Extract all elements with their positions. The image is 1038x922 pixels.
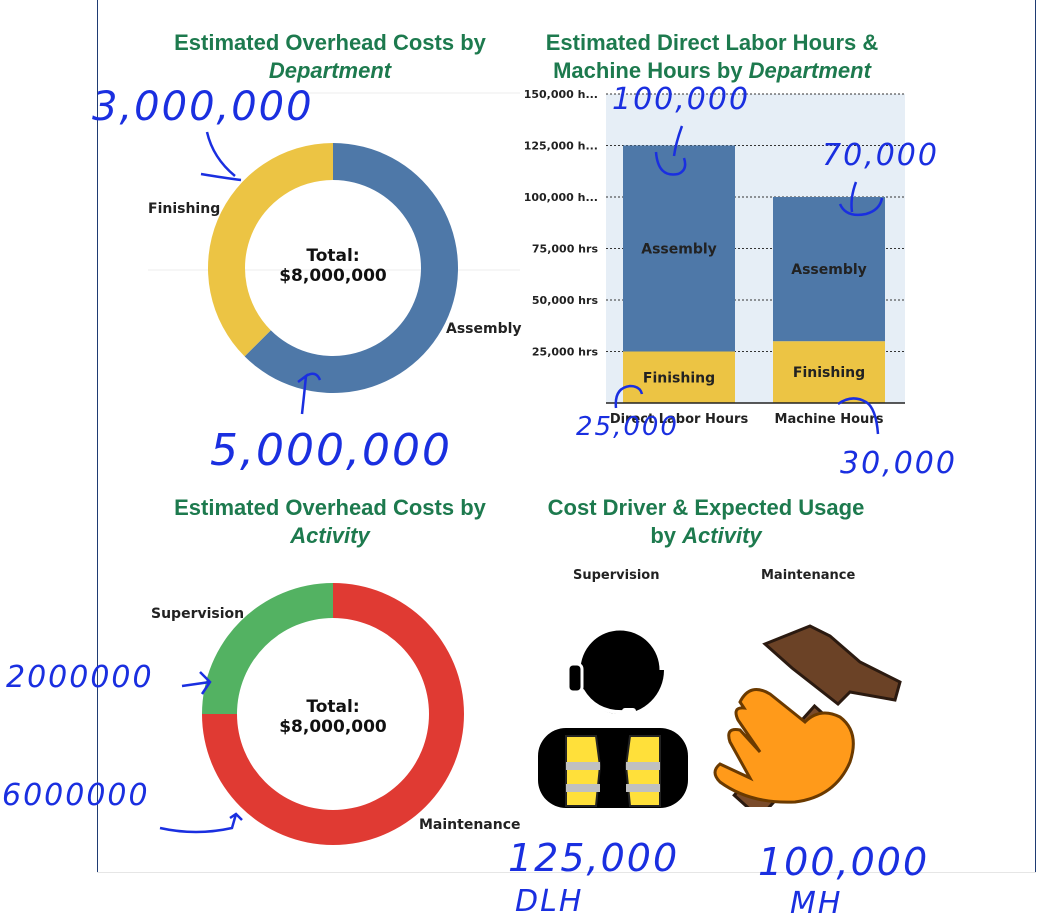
- bar-label-assembly: Assembly: [641, 242, 717, 258]
- annotation-activity-supervision: 2000000: [6, 660, 154, 695]
- dept-donut-total-value: $8,000,000: [279, 266, 387, 286]
- bar-segment-finishing: [623, 351, 735, 403]
- y-tick-label: 150,000 h...: [524, 88, 598, 101]
- annotation-dept-finishing: 3,000,000: [92, 84, 314, 130]
- x-tick-label: Machine Hours: [775, 412, 884, 427]
- activity-costs-title-line1: Estimated Overhead Costs by: [174, 495, 486, 520]
- driver-title-line2a: by: [650, 523, 683, 548]
- hours-title-line2a: Machine Hours by: [553, 58, 749, 83]
- annotation-arrow-dlh: [654, 125, 687, 176]
- activity-donut-slices: [202, 583, 464, 845]
- activity-costs-title-line2: Activity: [290, 523, 370, 548]
- dept-donut-slice-finishing: [208, 143, 333, 357]
- annotation-mh-total: 70,000: [822, 138, 939, 173]
- dept-donut-total-label: Total:: [306, 246, 360, 266]
- annotation-maintenance-unit: MH: [790, 886, 843, 921]
- frame-left-border: [97, 0, 98, 872]
- bar-label-finishing: Finishing: [643, 370, 715, 386]
- activity-donut-slice-supervision: [202, 583, 333, 714]
- hours-title-line1: Estimated Direct Labor Hours &: [545, 30, 879, 55]
- annotation-arrow-assembly: [297, 372, 322, 415]
- annotation-mh-finishing: 30,000: [840, 446, 957, 481]
- driver-label-maintenance: Maintenance: [761, 568, 856, 583]
- bar-segment-assembly: [773, 197, 885, 342]
- y-tick-label: 25,000 hrs: [532, 346, 599, 359]
- driver-label-supervision: Supervision: [573, 568, 660, 583]
- dept-donut-slices: [208, 143, 458, 393]
- dept-donut-slice-assembly: [244, 143, 458, 393]
- y-tick-label: 50,000 hrs: [532, 294, 599, 307]
- bar-segment-assembly: [623, 145, 735, 352]
- x-tick-label: Direct Labor Hours: [610, 412, 749, 427]
- driver-title-line1: Cost Driver & Expected Usage: [547, 495, 865, 520]
- activity-donut-total-value: $8,000,000: [279, 717, 387, 737]
- annotation-arrow-dlh-finishing: [614, 384, 644, 409]
- dept-costs-title-line1: Estimated Overhead Costs by: [174, 30, 486, 55]
- annotation-arrow-supervision: [181, 671, 212, 695]
- annotation-arrow-finishing: [200, 131, 242, 182]
- y-tick-label: 100,000 h...: [524, 191, 598, 204]
- activity-donut-label-supervision: Supervision: [151, 606, 245, 622]
- annotation-activity-maintenance: 6000000: [2, 778, 150, 813]
- annotation-dlh-finishing: 25,000: [576, 412, 679, 442]
- annotation-supervision-usage: 125,000: [508, 836, 680, 880]
- annotation-arrow-mh-finishing: [837, 397, 880, 435]
- annotation-arrow-maintenance: [159, 812, 243, 834]
- annotation-supervision-unit: DLH: [515, 884, 584, 919]
- hours-title: Estimated Direct Labor Hours & Machine H…: [522, 29, 902, 85]
- hours-title-line2b: Department: [748, 58, 871, 83]
- activity-donut-total-label: Total:: [306, 697, 360, 717]
- hammer-hand-icon: [713, 624, 902, 807]
- frame-right-border: [1035, 0, 1036, 872]
- annotation-dlh-total: 100,000: [612, 82, 751, 117]
- dept-donut-label-finishing: Finishing: [148, 201, 221, 217]
- dept-donut-chart: [148, 92, 520, 393]
- dept-costs-title: Estimated Overhead Costs by Department: [140, 29, 520, 85]
- dept-costs-title-line2: Department: [268, 58, 392, 83]
- annotation-arrow-mh: [838, 181, 884, 217]
- frame-bottom-border: [97, 872, 1036, 873]
- activity-costs-title: Estimated Overhead Costs by Activity: [140, 494, 520, 550]
- driver-title-line2b: Activity: [682, 523, 762, 548]
- annotation-dept-assembly: 5,000,000: [210, 425, 452, 476]
- driver-title: Cost Driver & Expected Usage by Activity: [516, 494, 896, 550]
- activity-donut-total: Total: $8,000,000: [256, 697, 410, 737]
- activity-donut-chart: [202, 583, 464, 845]
- bar-label-finishing: Finishing: [793, 365, 865, 381]
- dept-donut-total: Total: $8,000,000: [256, 246, 410, 286]
- annotation-maintenance-usage: 100,000: [758, 840, 930, 884]
- activity-donut-label-maintenance: Maintenance: [419, 817, 521, 833]
- y-tick-label: 125,000 h...: [524, 140, 598, 153]
- worker-headset-icon: [538, 625, 688, 808]
- dept-donut-label-assembly: Assembly: [446, 321, 522, 337]
- bar-segment-finishing: [773, 341, 885, 403]
- y-tick-label: 75,000 hrs: [532, 243, 599, 256]
- hours-bar-chart: 25,000 hrs 50,000 hrs 75,000 hrs 100,000 h.…: [524, 88, 905, 427]
- bar-label-assembly: Assembly: [791, 262, 867, 278]
